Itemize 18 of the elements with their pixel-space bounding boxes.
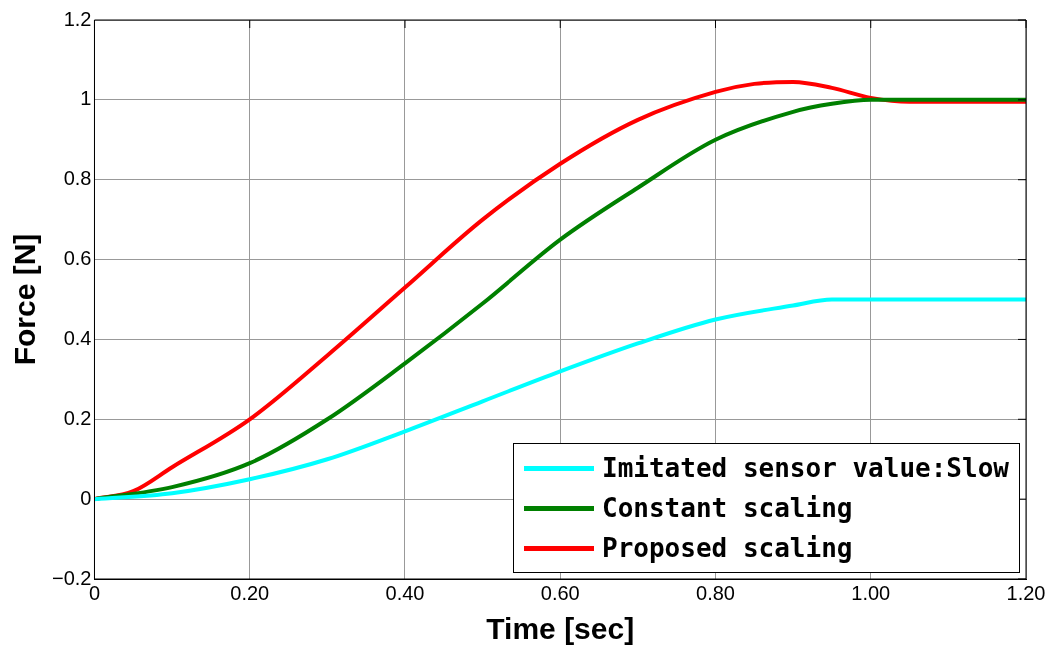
- x-tick-label: 0.60: [540, 581, 580, 604]
- y-tick-label: 1: [80, 87, 92, 110]
- y-tick-label: 0: [80, 486, 92, 509]
- x-tick-label: 0.20: [230, 581, 270, 604]
- y-tick-label: 1.2: [63, 7, 92, 30]
- legend-label: Imitated sensor value:Slow: [602, 453, 1009, 483]
- y-axis-title: Force [N]: [8, 233, 42, 366]
- y-tick-label: 0.8: [63, 167, 92, 190]
- legend-label: Proposed scaling: [602, 533, 853, 563]
- x-tick-label: 1.20: [1006, 581, 1046, 604]
- x-tick-label: 0.40: [385, 581, 425, 604]
- x-axis-title: Time [sec]: [486, 612, 635, 646]
- y-tick-label: 0.2: [63, 406, 92, 429]
- x-tick-label: 1.00: [851, 581, 891, 604]
- legend-label: Constant scaling: [602, 493, 853, 523]
- x-tick-label: 0.80: [696, 581, 735, 604]
- y-tick-label: 0.6: [63, 247, 92, 270]
- y-tick-label: 0.4: [63, 326, 92, 349]
